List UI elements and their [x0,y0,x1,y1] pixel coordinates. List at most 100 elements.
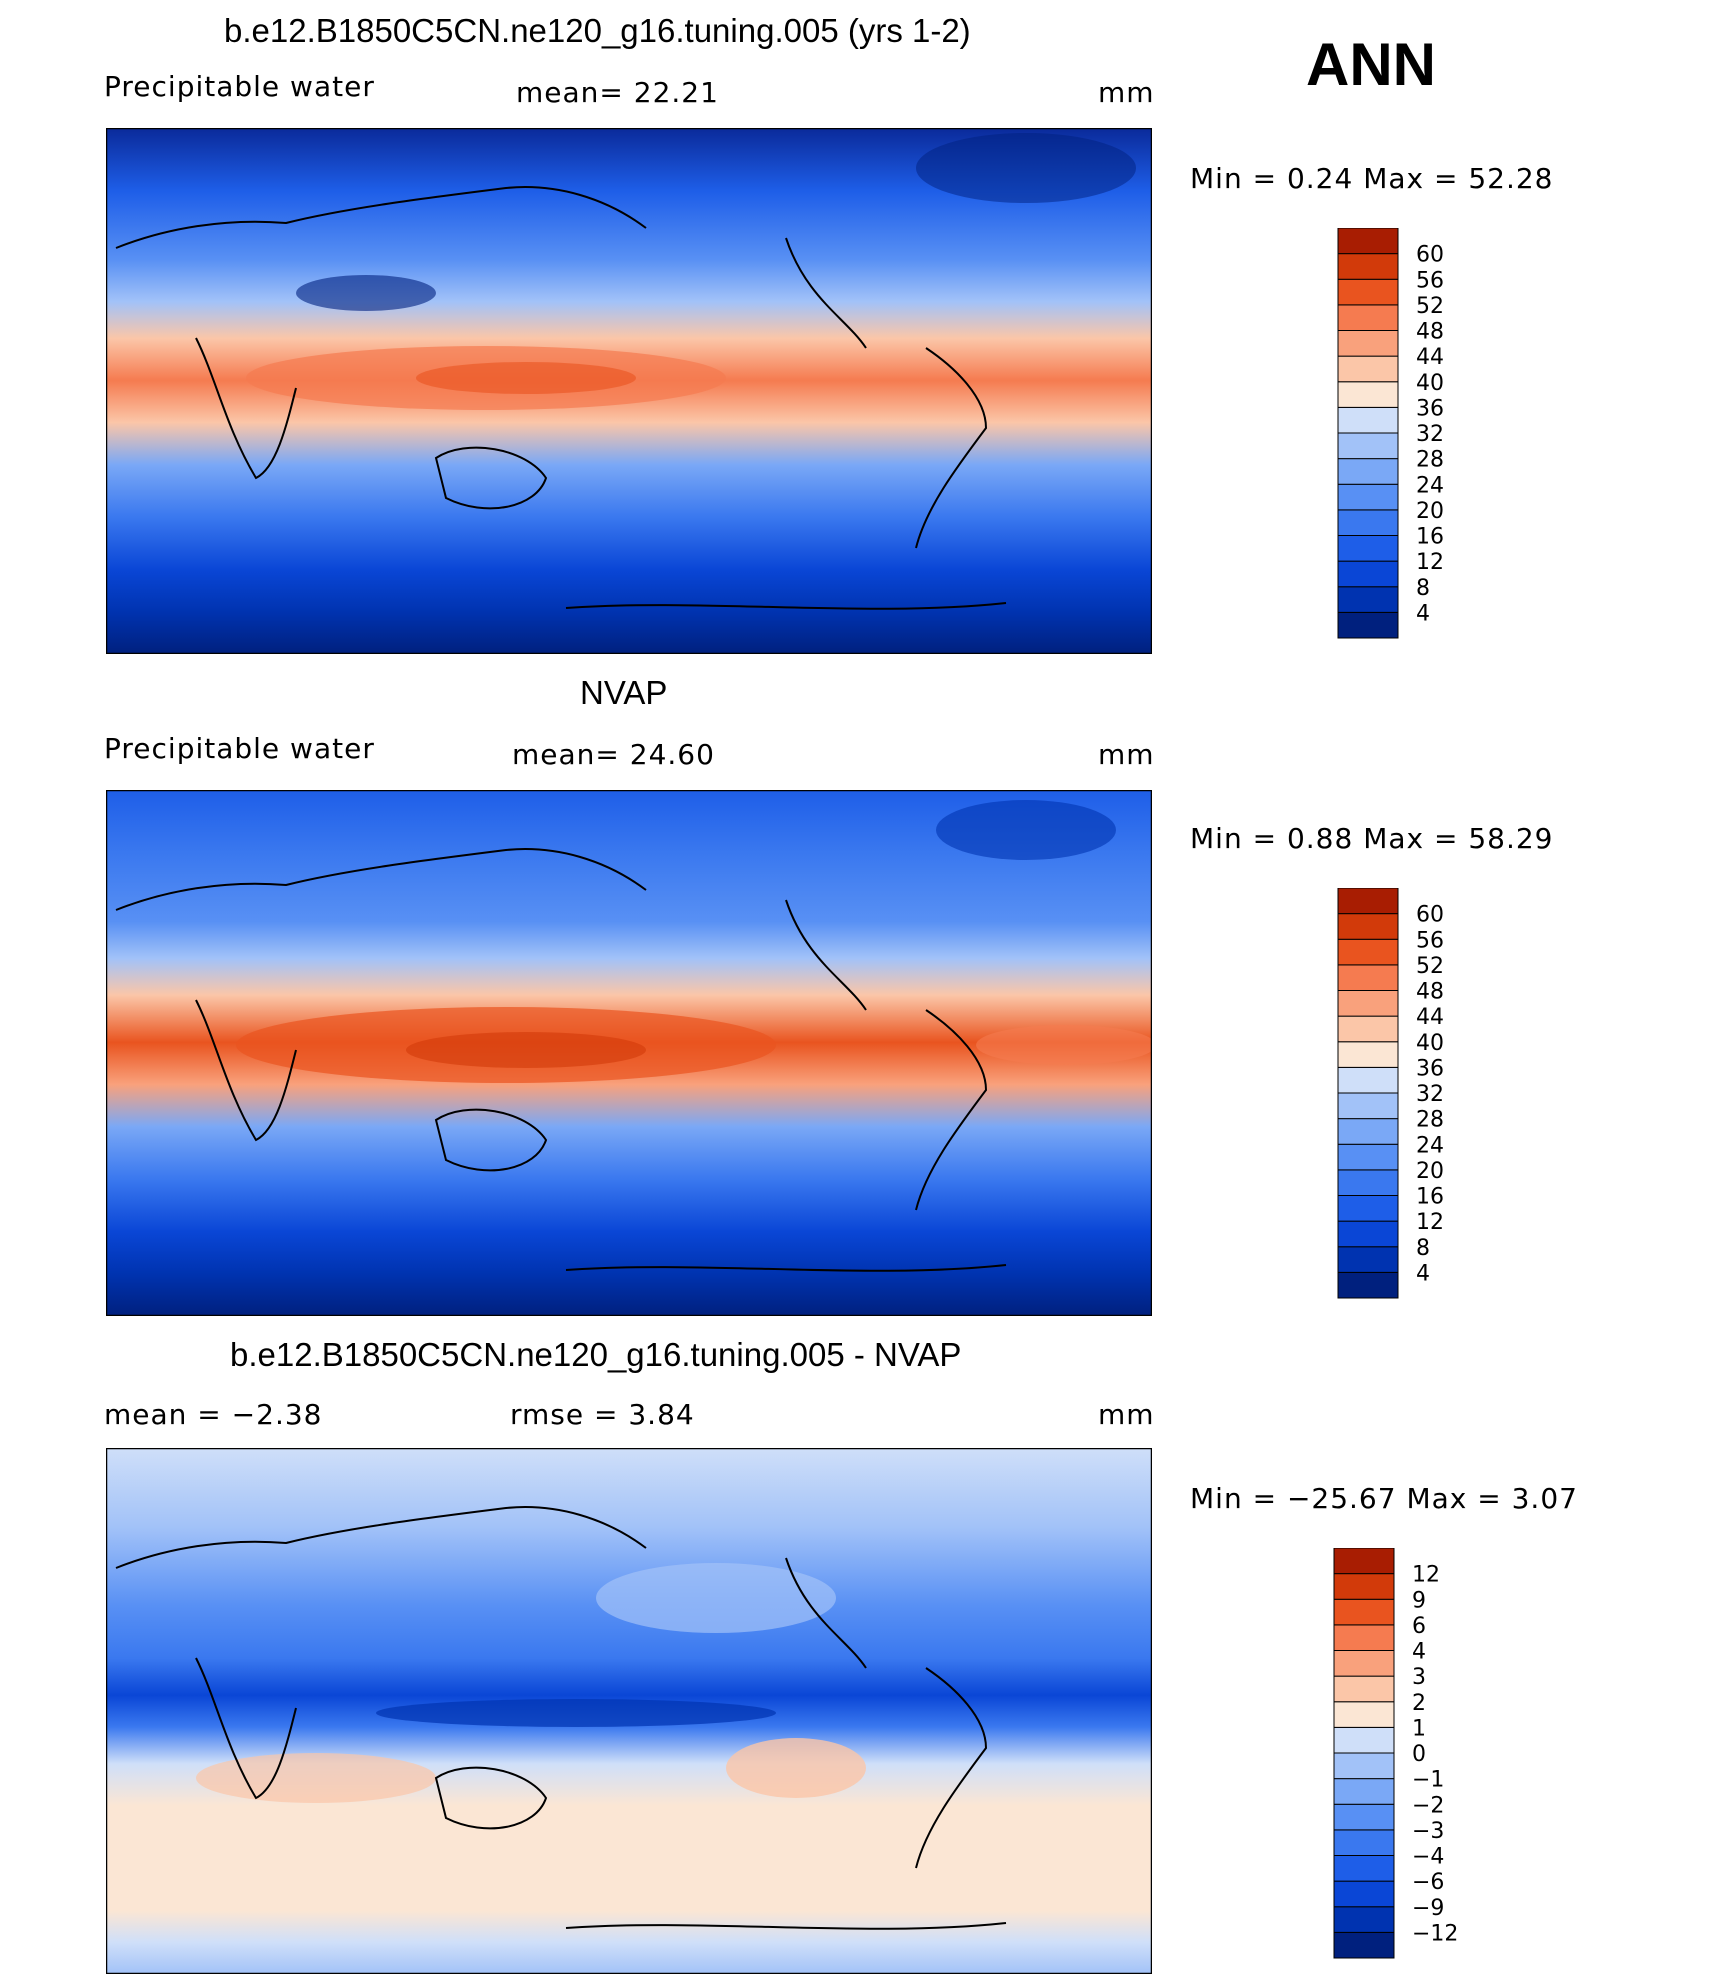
colorbar-tick-label: 8 [1416,576,1430,601]
colorbar-box [1337,586,1399,613]
colorbar-tick-label: 36 [1416,396,1444,421]
colorbar-box [1333,1726,1395,1754]
panel1-variable: Precipitable water [104,70,375,103]
panel2-arctic [936,800,1116,860]
colorbar-box [1337,1143,1399,1171]
colorbar-box [1333,1675,1395,1703]
panel3-rmse: rmse = 3.84 [510,1398,695,1431]
season-label: ANN [1306,31,1436,98]
panel3-n-pacific-bias [596,1563,836,1633]
colorbar-box [1337,278,1399,306]
colorbar-tick-label: 56 [1416,928,1444,953]
panel1-coastlines [115,186,1007,610]
colorbar-tick-label: 0 [1412,1742,1426,1767]
colorbar-tick-label: 16 [1416,525,1444,550]
colorbar-box [1337,509,1399,536]
colorbar-box [1333,1906,1395,1933]
panel2-variable: Precipitable water [104,732,375,765]
colorbar-tick-label: 20 [1416,499,1444,524]
colorbar-tick-label: 9 [1412,1588,1426,1613]
colorbar-box [1333,1855,1395,1882]
colorbar-tick-label: −1 [1412,1768,1444,1793]
panel2-atlantic-band [976,1025,1152,1065]
panel2-mean: mean= 24.60 [512,738,715,771]
colorbar-box [1337,1246,1399,1273]
colorbar-box [1337,458,1399,485]
colorbar-tick-label: −4 [1412,1845,1444,1870]
colorbar-tick-label: 4 [1416,601,1430,626]
colorbar-box [1333,1880,1395,1908]
colorbar-tick-label: 24 [1416,473,1444,498]
colorbar-box [1337,330,1399,357]
panel2-coastlines [115,848,1007,1272]
colorbar-box [1333,1650,1395,1677]
colorbar-tick-label: 2 [1412,1691,1426,1716]
colorbar-box [1337,483,1399,511]
panel2-warm-core [406,1032,646,1068]
colorbar-tick-label: 4 [1416,1261,1430,1286]
colorbar-box [1333,1752,1395,1780]
panel1-mean: mean= 22.21 [516,76,719,109]
panel2-title: NVAP [580,674,668,711]
colorbar-box [1333,1701,1395,1728]
colorbar-tick-label: 6 [1412,1614,1426,1639]
colorbar-box [1337,888,1399,915]
panel3-coastlines [115,1506,1007,1930]
colorbar-box [1337,406,1399,434]
colorbar-box [1333,1931,1395,1959]
colorbar-tick-label: 3 [1412,1665,1426,1690]
panel3-s-indian-bias [196,1753,436,1803]
panel1-minmax: Min = 0.24 Max = 52.28 [1190,162,1554,195]
colorbar-tick-label: 20 [1416,1159,1444,1184]
panel3-mean: mean = −2.38 [104,1398,323,1431]
panel1-units: mm [1098,76,1155,109]
colorbar-box [1337,1015,1399,1043]
panel3-map [106,1448,1152,1974]
colorbar-box [1333,1548,1395,1575]
colorbar-tick-label: 44 [1416,1005,1444,1030]
panel3-units: mm [1098,1398,1155,1431]
colorbar-box [1337,432,1399,460]
colorbar-box [1333,1573,1395,1600]
colorbar-box [1337,1118,1399,1145]
colorbar-tick-label: 40 [1416,371,1444,396]
colorbar-box [1333,1624,1395,1651]
colorbar-tick-label: 24 [1416,1133,1444,1158]
colorbar-box [1337,228,1399,255]
colorbar-box [1337,560,1399,588]
colorbar-box [1333,1598,1395,1626]
panel1-himalaya [296,275,436,311]
colorbar-tick-label: 1 [1412,1716,1426,1741]
colorbar-box [1333,1829,1395,1856]
panel3-minmax: Min = −25.67 Max = 3.07 [1190,1482,1578,1515]
colorbar-tick-label: 36 [1416,1056,1444,1081]
colorbar-box [1337,381,1399,408]
colorbar-box [1337,1195,1399,1222]
colorbar-tick-label: 4 [1412,1640,1426,1665]
colorbar-tick-label: 32 [1416,422,1444,447]
colorbar-tick-label: 8 [1416,1236,1430,1261]
colorbar-tick-label: 44 [1416,345,1444,370]
colorbar-box [1337,253,1399,280]
colorbar-tick-label: 16 [1416,1185,1444,1210]
colorbar-box [1337,611,1399,639]
panel1-warm-core [416,362,636,394]
panel3-se-pacific-bias [726,1738,866,1798]
colorbar-tick-label: 48 [1416,980,1444,1005]
colorbar-tick-label: 28 [1416,448,1444,473]
colorbar-tick-label: −12 [1412,1921,1458,1946]
panel2-minmax: Min = 0.88 Max = 58.29 [1190,822,1554,855]
colorbar-tick-label: 56 [1416,268,1444,293]
colorbar-box [1337,964,1399,991]
panel3-itcz-bias [376,1699,776,1727]
panel3-title: b.e12.B1850C5CN.ne120_g16.tuning.005 - N… [230,1336,962,1373]
colorbar-tick-label: 32 [1416,1082,1444,1107]
colorbar-tick-label: −3 [1412,1819,1444,1844]
colorbar-box [1337,1041,1399,1068]
colorbar-tick-label: 12 [1416,550,1444,575]
colorbar-tick-label: −9 [1412,1896,1444,1921]
panel2-map [106,790,1152,1316]
